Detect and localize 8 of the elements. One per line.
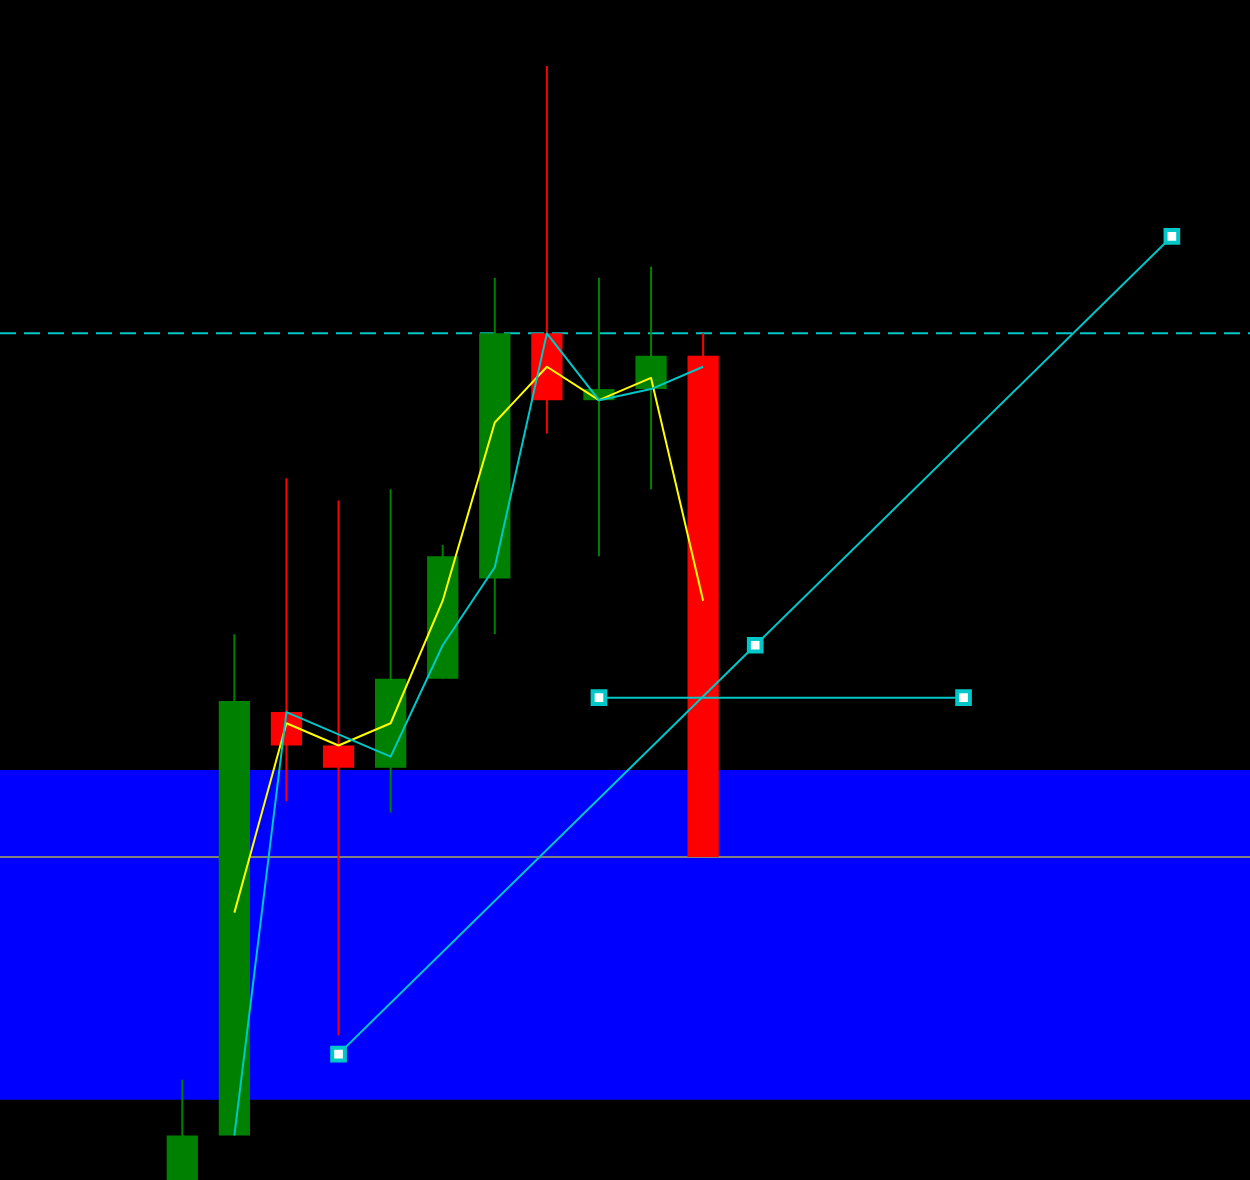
candlestick xyxy=(166,1078,198,1180)
point xyxy=(590,689,608,706)
candlestick xyxy=(322,499,355,1037)
candlestick xyxy=(635,265,667,491)
point xyxy=(330,1045,347,1063)
point xyxy=(955,689,972,706)
point xyxy=(746,636,764,654)
point xyxy=(1163,228,1181,245)
